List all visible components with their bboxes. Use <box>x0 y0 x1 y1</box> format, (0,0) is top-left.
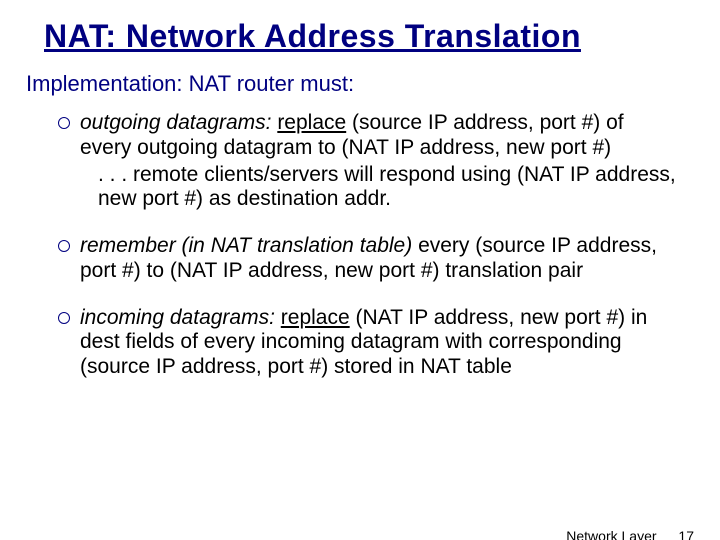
bullet-text: outgoing datagrams: replace (source IP a… <box>80 111 678 161</box>
subtitle-lead: Implementation: <box>26 71 183 96</box>
circle-bullet-icon <box>58 312 70 324</box>
slide-footer: Network Layer 17 <box>566 528 694 540</box>
slide-title: NAT: Network Address Translation <box>44 18 720 55</box>
slide: NAT: Network Address Translation Impleme… <box>0 18 720 540</box>
bullet-subline: . . . remote clients/servers will respon… <box>80 163 678 213</box>
bullet-action: replace <box>277 111 346 134</box>
bullet-text: remember (in NAT translation table) ever… <box>80 234 678 284</box>
bullet-lead: outgoing datagrams: <box>80 111 271 134</box>
subtitle-rest: NAT router must: <box>183 71 355 96</box>
bullet-item: remember (in NAT translation table) ever… <box>58 234 678 284</box>
circle-bullet-icon <box>58 240 70 252</box>
bullet-item: incoming datagrams: replace (NAT IP addr… <box>58 306 678 380</box>
bullet-lead: incoming datagrams: <box>80 306 275 329</box>
bullet-list: outgoing datagrams: replace (source IP a… <box>58 111 678 380</box>
footer-label: Network Layer <box>566 528 656 540</box>
bullet-lead: remember (in NAT translation table) <box>80 234 412 257</box>
circle-bullet-icon <box>58 117 70 129</box>
bullet-action: replace <box>281 306 350 329</box>
bullet-item: outgoing datagrams: replace (source IP a… <box>58 111 678 212</box>
bullet-text: incoming datagrams: replace (NAT IP addr… <box>80 306 678 380</box>
page-number: 17 <box>678 528 694 540</box>
slide-subtitle: Implementation: NAT router must: <box>26 71 720 97</box>
